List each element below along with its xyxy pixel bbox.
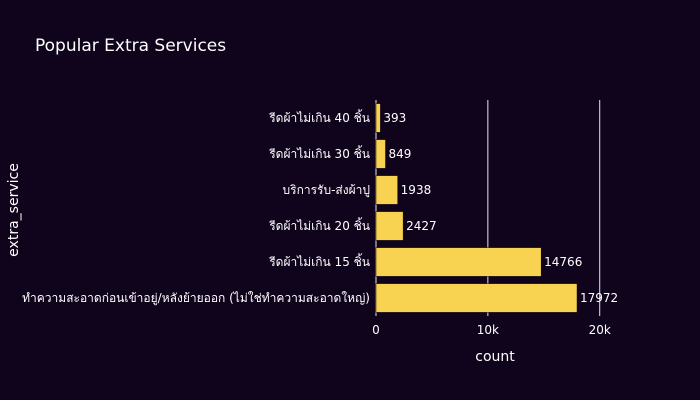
chart-title: Popular Extra Services	[35, 36, 226, 56]
bar	[375, 175, 398, 205]
y-axis-title: extra_service	[6, 163, 22, 257]
grid-lines	[375, 100, 601, 316]
data-label: 14766	[544, 255, 582, 269]
y-tick-label: บริการรับ-ส่งผ้าปู	[283, 183, 370, 198]
bars	[375, 103, 578, 313]
bar	[375, 283, 578, 313]
y-tick-labels: ทำความสะอาดก่อนเข้าอยู่/หลังย้ายออก (ไม่…	[22, 109, 370, 306]
bar	[375, 103, 381, 133]
data-label: 2427	[406, 219, 437, 233]
x-tick-label: 20k	[589, 323, 611, 337]
y-tick-label: รีดผ้าไม่เกิน 15 ชิ้น	[269, 253, 370, 269]
x-axis-title: count	[475, 349, 515, 365]
data-label: 393	[383, 111, 406, 125]
x-tick-label: 0	[372, 323, 380, 337]
data-labels: 17972 14766 2427 1938 849 393	[383, 111, 618, 305]
data-label: 1938	[401, 183, 432, 197]
y-tick-label: รีดผ้าไม่เกิน 20 ชิ้น	[269, 217, 370, 233]
bar	[375, 139, 386, 169]
y-tick-label: รีดผ้าไม่เกิน 30 ชิ้น	[269, 145, 370, 161]
data-label: 849	[388, 147, 411, 161]
x-tick-label: 10k	[477, 323, 499, 337]
y-tick-label: ทำความสะอาดก่อนเข้าอยู่/หลังย้ายออก (ไม่…	[22, 291, 370, 306]
y-tick-label: รีดผ้าไม่เกิน 40 ชิ้น	[269, 109, 370, 125]
bar	[375, 211, 404, 241]
data-label: 17972	[580, 291, 618, 305]
x-tick-labels: 0 10k 20k	[372, 323, 611, 337]
bar	[375, 247, 542, 277]
